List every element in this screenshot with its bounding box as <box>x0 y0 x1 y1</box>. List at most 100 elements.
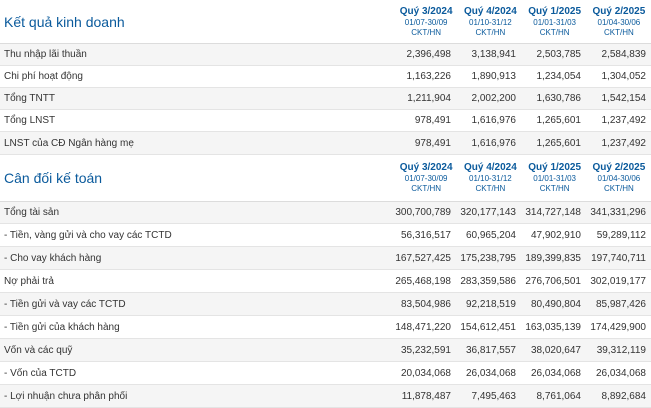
row-value: 163,035,139 <box>525 321 581 333</box>
period-quarter: Quý 3/2024 <box>399 5 453 17</box>
period-standard: CKT/HN <box>411 184 442 193</box>
row-value: 36,817,557 <box>465 344 516 356</box>
row-value: 1,616,976 <box>471 115 517 126</box>
table-row: - Tiền gửi và vay các TCTD 83,504,986 92,2… <box>0 293 651 316</box>
row-value: 39,312,119 <box>596 344 646 356</box>
period-standard: CKT/HN <box>475 27 506 37</box>
period-standard: CKT/HN <box>603 27 634 37</box>
row-value: 60,965,204 <box>465 229 516 241</box>
row-value: 978,491 <box>414 115 451 126</box>
table-row: Nợ phải trả 265,468,198 283,359,586 276,706… <box>0 270 651 293</box>
row-value: 1,234,054 <box>536 71 582 82</box>
row-value: 1,304,052 <box>601 71 647 82</box>
row-value: 265,468,198 <box>395 275 451 287</box>
period-range: 01/01-31/03 <box>533 174 576 183</box>
period-header: Quý 2/2025 01/04-30/06 CKT/HN <box>587 0 651 43</box>
period-standard: CKT/HN <box>539 27 570 37</box>
table-row: LNST của CĐ Ngân hàng mẹ 978,491 1,616,976… <box>0 132 651 155</box>
table-row: Vốn và các quỹ 35,232,591 36,817,557 38,020… <box>0 339 651 362</box>
row-value: 2,002,200 <box>471 93 517 104</box>
row-value: 38,020,647 <box>530 344 581 356</box>
table-row: Thu nhập lãi thuần 2,396,498 3,138,941 2,50… <box>0 44 651 66</box>
period-range: 01/04-30/06 <box>597 174 641 183</box>
table-row: - Tiền gửi của khách hàng 148,471,220 154,… <box>0 316 651 339</box>
row-value: 2,396,498 <box>406 49 452 60</box>
section-ket-qua-kinh-doanh: Kết quả kinh doanh Quý 3/2024 01/07-30/09 C… <box>0 0 651 155</box>
period-standard: CKT/HN <box>411 27 442 37</box>
row-label: - Tiền gửi của khách hàng <box>4 321 120 333</box>
period-header: Quý 3/2024 01/07-30/09 CKT/HN <box>374 155 458 201</box>
row-value: 8,892,684 <box>601 390 647 402</box>
row-value: 1,616,976 <box>471 137 517 149</box>
row-value: 302,019,177 <box>590 275 646 287</box>
row-value: 1,265,601 <box>536 115 582 126</box>
section-title: Kết quả kinh doanh <box>4 13 125 30</box>
period-quarter: Quý 3/2024 <box>399 162 453 173</box>
row-value: 1,630,786 <box>536 93 582 104</box>
table-row: Tổng LNST 978,491 1,616,976 1,265,601 1,237,… <box>0 110 651 132</box>
row-value: 1,542,154 <box>601 93 647 104</box>
row-value: 1,237,492 <box>601 137 647 149</box>
row-value: 148,471,220 <box>395 321 451 333</box>
period-standard: CKT/HN <box>603 184 634 193</box>
row-value: 26,034,068 <box>465 367 516 379</box>
row-value: 978,491 <box>414 137 451 149</box>
period-range: 01/07-30/09 <box>404 17 448 27</box>
table-row: - Vốn của TCTD 20,034,068 26,034,068 26,034… <box>0 362 651 385</box>
row-value: 2,584,839 <box>601 49 647 60</box>
period-header: Quý 1/2025 01/01-31/03 CKT/HN <box>523 0 587 43</box>
row-value: 276,706,501 <box>525 275 581 287</box>
row-label: - Tiền gửi và vay các TCTD <box>4 298 126 310</box>
row-label: - Cho vay khách hàng <box>4 252 102 264</box>
row-label: Tổng LNST <box>4 115 56 126</box>
period-header: Quý 3/2024 01/07-30/09 CKT/HN <box>374 0 458 43</box>
period-header: Quý 4/2024 01/10-31/12 CKT/HN <box>458 155 522 201</box>
row-value: 26,034,068 <box>530 367 581 379</box>
period-range: 01/10-31/12 <box>469 174 512 183</box>
row-label: LNST của CĐ Ngân hàng mẹ <box>4 137 134 149</box>
row-value: 83,504,986 <box>400 298 451 310</box>
row-value: 8,761,064 <box>536 390 582 402</box>
section-header: Kết quả kinh doanh Quý 3/2024 01/07-30/09 C… <box>0 0 651 44</box>
row-value: 300,700,789 <box>395 207 451 218</box>
period-range: 01/04-30/06 <box>597 17 641 27</box>
period-quarter: Quý 2/2025 <box>592 5 646 17</box>
period-header: Quý 4/2024 01/10-31/12 CKT/HN <box>458 0 522 43</box>
period-quarter: Quý 2/2025 <box>592 162 646 173</box>
row-label: Chi phí hoạt động <box>4 71 83 82</box>
table-row: - Cho vay khách hàng 167,527,425 175,238,7… <box>0 247 651 270</box>
row-label: - Tiền, vàng gửi và cho vay các TCTD <box>4 229 172 241</box>
section-title: Cân đối kế toán <box>4 170 103 186</box>
row-value: 167,527,425 <box>395 252 451 264</box>
row-value: 20,034,068 <box>400 367 451 379</box>
table-row: - Tiền, vàng gửi và cho vay các TCTD 56,3… <box>0 224 651 247</box>
row-value: 314,727,148 <box>525 207 581 218</box>
period-range: 01/10-31/12 <box>469 17 512 27</box>
row-value: 283,359,586 <box>460 275 516 287</box>
row-value: 154,612,451 <box>460 321 516 333</box>
section-can-doi-ke-toan: Cân đối kế toán Quý 3/2024 01/07-30/09 CKT/… <box>0 155 651 408</box>
row-label: Tổng TNTT <box>4 93 55 104</box>
table-row: - Lợi nhuận chưa phân phối 11,878,487 7,49… <box>0 385 651 408</box>
row-value: 26,034,068 <box>595 367 646 379</box>
row-label: Thu nhập lãi thuần <box>4 49 87 60</box>
period-range: 01/07-30/09 <box>404 174 448 183</box>
row-value: 1,265,601 <box>536 137 582 149</box>
row-value: 174,429,900 <box>590 321 646 333</box>
period-header: Quý 1/2025 01/01-31/03 CKT/HN <box>523 155 587 201</box>
table-row: Chi phí hoạt động 1,163,226 1,890,913 1,234… <box>0 66 651 88</box>
row-label: Vốn và các quỹ <box>4 344 73 356</box>
row-value: 80,490,804 <box>530 298 581 310</box>
row-value: 11,878,487 <box>401 390 451 402</box>
row-label: Nợ phải trả <box>4 275 54 287</box>
row-label: Tổng tài sản <box>4 207 60 218</box>
row-value: 85,987,426 <box>595 298 646 310</box>
period-standard: CKT/HN <box>475 184 506 193</box>
row-value: 320,177,143 <box>460 207 516 218</box>
row-value: 92,218,519 <box>465 298 516 310</box>
row-value: 175,238,795 <box>460 252 516 264</box>
row-value: 35,232,591 <box>400 344 451 356</box>
period-range: 01/01-31/03 <box>533 17 576 27</box>
period-quarter: Quý 4/2024 <box>463 5 517 17</box>
